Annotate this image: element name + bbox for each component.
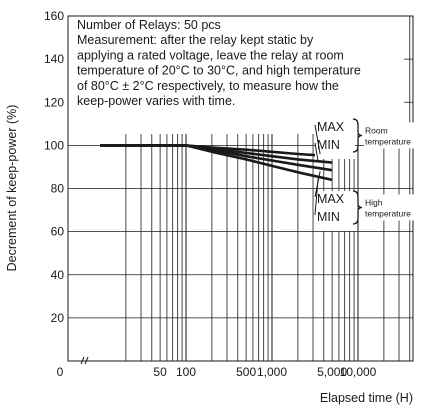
annotation-line: Number of Relays: 50 pcs (77, 18, 221, 32)
max-leader (314, 124, 321, 155)
y-tick-label: 100 (44, 138, 64, 152)
annotation-line: keep-power varies with time. (77, 94, 235, 108)
y-tick-label: 60 (51, 225, 65, 239)
min-leader (314, 178, 319, 216)
x-tick-label: 10,000 (340, 365, 377, 379)
series-line-4 (100, 144, 333, 182)
axis-break-mark (80, 356, 89, 365)
y-axis-label: Decrement of keep-power (%) (5, 105, 19, 272)
label-backing (315, 191, 355, 231)
max-label: MAX (317, 120, 345, 134)
y-tick-label: 160 (44, 9, 64, 23)
group-name-line: temperature (365, 209, 411, 219)
brace (352, 190, 363, 225)
group-name-backing (364, 194, 422, 221)
x-tick-label: 100 (176, 365, 196, 379)
x-axis-label: Elapsed time (H) (320, 391, 413, 405)
label-backing (315, 119, 355, 159)
group-name-line: temperature (365, 137, 411, 147)
y-tick-label: 80 (51, 182, 65, 196)
annotation-line: temperature of 20°C to 30°C, and high te… (77, 64, 361, 78)
min-label: MIN (317, 138, 340, 152)
annotation-line: of 80°C ± 2°C respectively, to measure h… (77, 79, 339, 93)
y-tick-labels: 20 40 60 80 100 120 140 160 (44, 9, 64, 325)
annotation-box (68, 16, 404, 134)
x-tick-label: 1,000 (257, 365, 287, 379)
y-tick-label: 120 (44, 95, 64, 109)
y-tick-label: 40 (51, 268, 65, 282)
group-name-backing (364, 122, 422, 149)
min-leader (314, 142, 319, 162)
x-tick-label: 0 (57, 365, 64, 379)
x-tick-label: 50 (153, 365, 167, 379)
brace (352, 118, 363, 153)
annotation-line: applying a rated voltage, leave the rela… (77, 48, 344, 62)
x-tick-label: 5,000 (317, 365, 347, 379)
group-name-line: Room (365, 126, 388, 136)
plot-frame (67, 15, 414, 362)
group-name-line: High (365, 198, 383, 208)
y-tick-label: 140 (44, 52, 64, 66)
min-label: MIN (317, 210, 340, 224)
series-lines (100, 144, 333, 182)
max-label: MAX (317, 192, 345, 206)
x-tick-label: 500 (236, 365, 256, 379)
y-tick-label: 20 (51, 311, 65, 325)
annotation-line: Measurement: after the relay kept static… (77, 33, 314, 47)
